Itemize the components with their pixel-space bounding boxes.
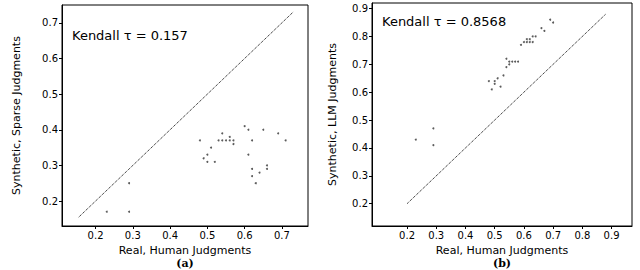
svg-text:0.7: 0.7: [42, 17, 58, 28]
svg-text:Kendall τ = 0.8568: Kendall τ = 0.8568: [382, 14, 506, 29]
svg-text:0.3: 0.3: [42, 160, 58, 171]
svg-text:0.3: 0.3: [352, 170, 368, 181]
svg-text:0.2: 0.2: [399, 230, 415, 241]
svg-text:Synthetic, Sparse Judgments: Synthetic, Sparse Judgments: [10, 36, 23, 195]
svg-text:0.3: 0.3: [125, 230, 141, 241]
svg-text:0.5: 0.5: [352, 115, 368, 126]
svg-text:0.6: 0.6: [237, 230, 253, 241]
svg-text:0.2: 0.2: [88, 230, 104, 241]
svg-text:0.7: 0.7: [545, 230, 561, 241]
svg-text:(a): (a): [176, 257, 194, 270]
svg-text:0.2: 0.2: [352, 198, 368, 209]
svg-text:0.5: 0.5: [42, 89, 58, 100]
svg-text:Real, Human Judgments: Real, Human Judgments: [436, 244, 569, 257]
svg-text:Real, Human Judgments: Real, Human Judgments: [119, 244, 252, 257]
svg-text:0.7: 0.7: [352, 59, 368, 70]
svg-text:(b): (b): [493, 257, 511, 270]
svg-text:0.2: 0.2: [42, 196, 58, 207]
svg-text:0.7: 0.7: [274, 230, 290, 241]
svg-text:0.3: 0.3: [428, 230, 444, 241]
svg-text:0.6: 0.6: [516, 230, 532, 241]
svg-text:0.5: 0.5: [487, 230, 503, 241]
svg-text:Kendall τ = 0.157: Kendall τ = 0.157: [72, 28, 188, 43]
svg-text:0.4: 0.4: [458, 230, 474, 241]
svg-text:0.4: 0.4: [42, 124, 58, 135]
svg-text:0.4: 0.4: [352, 142, 368, 153]
svg-text:0.6: 0.6: [42, 53, 58, 64]
svg-text:0.5: 0.5: [199, 230, 215, 241]
svg-text:0.9: 0.9: [604, 230, 620, 241]
svg-text:0.4: 0.4: [162, 230, 178, 241]
svg-text:0.9: 0.9: [352, 3, 368, 14]
svg-text:Synthetic, LLM Judgments: Synthetic, LLM Judgments: [326, 43, 339, 186]
svg-text:0.8: 0.8: [574, 230, 590, 241]
svg-text:0.6: 0.6: [352, 87, 368, 98]
svg-text:0.8: 0.8: [352, 31, 368, 42]
